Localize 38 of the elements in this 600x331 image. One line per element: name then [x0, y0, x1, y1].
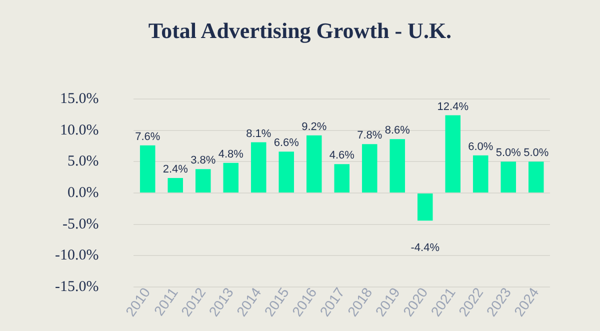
data-label: 7.6% — [135, 130, 160, 143]
bar — [334, 164, 350, 192]
bar — [195, 169, 211, 192]
bar — [500, 162, 516, 192]
bar — [362, 144, 378, 192]
data-label: 5.0% — [524, 147, 549, 160]
data-label: 3.8% — [190, 154, 216, 167]
bar — [278, 152, 294, 192]
y-tick-label: 10.0% — [60, 122, 99, 138]
bar — [168, 178, 183, 192]
data-label: -4.4% — [410, 242, 440, 254]
bar — [250, 142, 266, 192]
data-label: 4.8% — [218, 148, 244, 160]
data-label: 2.4% — [162, 163, 188, 176]
data-label: 8.1% — [246, 128, 272, 140]
data-label: 5.0% — [496, 147, 522, 160]
y-tick-label: -10.0% — [54, 248, 99, 264]
data-label: 7.8% — [357, 130, 382, 142]
y-tick-label: 0.0% — [67, 184, 99, 201]
data-label: 6.6% — [274, 137, 300, 150]
data-label: 4.6% — [329, 150, 355, 162]
bar — [472, 155, 488, 192]
bar — [445, 115, 461, 192]
data-label: 12.4% — [437, 100, 469, 113]
data-label: 6.0% — [468, 140, 494, 153]
data-label: 9.2% — [302, 120, 327, 133]
chart-title: Total Advertising Growth - U.K. — [147, 18, 453, 44]
y-tick-label: 15.0% — [60, 90, 99, 107]
bar — [528, 162, 544, 192]
data-label: 8.6% — [384, 124, 410, 137]
bar — [306, 135, 322, 192]
y-tick-label: -5.0% — [62, 216, 99, 232]
bar — [140, 145, 156, 192]
bar — [417, 194, 433, 221]
bar — [223, 162, 238, 192]
bar — [390, 139, 406, 192]
y-tick-label: 5.0% — [67, 154, 99, 170]
y-tick-label: -15.0% — [54, 278, 99, 295]
